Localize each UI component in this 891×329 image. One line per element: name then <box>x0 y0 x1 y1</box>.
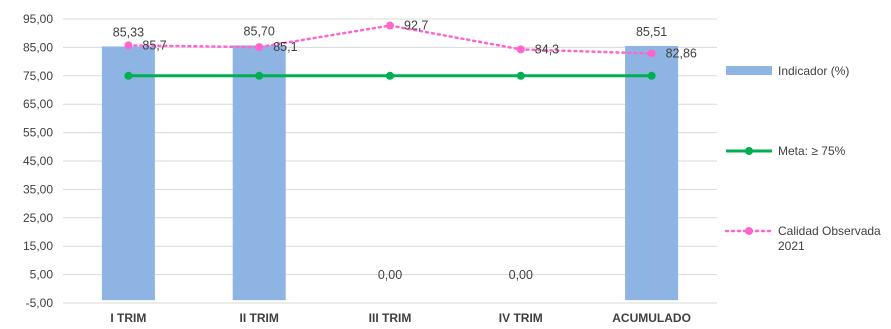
meta-point <box>648 72 656 80</box>
meta-point <box>124 72 132 80</box>
y-tick-label: 55,00 <box>23 126 53 140</box>
x-tick-label: III TRIM <box>369 311 412 324</box>
legend-label-observed: Calidad Observada 2021 <box>778 224 881 253</box>
series-line-observed <box>128 26 651 54</box>
y-tick-label: 75,00 <box>23 69 53 83</box>
x-tick-label: I TRIM <box>110 311 146 324</box>
meta-point <box>517 72 525 80</box>
x-tick-label: II TRIM <box>240 311 279 324</box>
y-tick-label: 5,00 <box>30 268 54 282</box>
legend-marker-meta <box>745 147 753 155</box>
y-tick-label: -5,00 <box>26 296 54 310</box>
observed-point <box>386 22 394 30</box>
x-tick-label: IV TRIM <box>499 311 543 324</box>
y-tick-label: 85,00 <box>23 40 53 54</box>
observed-point <box>648 49 656 57</box>
bar-data-label: 0,00 <box>378 268 402 282</box>
y-tick-label: 95,00 <box>23 12 53 26</box>
legend-label-indicador: Indicador (%) <box>778 64 849 78</box>
observed-point <box>124 41 132 49</box>
meta-point <box>386 72 394 80</box>
bar <box>233 45 286 300</box>
bar-data-label: 85,70 <box>244 24 275 38</box>
bar <box>625 46 678 300</box>
bar-data-label: 85,33 <box>113 25 144 39</box>
meta-point <box>255 72 263 80</box>
y-tick-label: 65,00 <box>23 97 53 111</box>
observed-point <box>255 43 263 51</box>
x-tick-label: ACUMULADO <box>612 311 691 324</box>
legend-swatch-indicador <box>726 66 772 75</box>
observed-data-label: 84,3 <box>535 42 559 56</box>
bar <box>102 46 155 300</box>
y-tick-label: 45,00 <box>23 154 53 168</box>
legend-label-meta: Meta: ≥ 75% <box>778 144 846 158</box>
bar-data-label: 85,51 <box>636 25 667 39</box>
observed-data-label: 85,1 <box>273 40 297 54</box>
y-tick-label: 15,00 <box>23 239 53 253</box>
y-tick-label: 25,00 <box>23 211 53 225</box>
legend-marker-observed <box>745 227 753 235</box>
observed-data-label: 85,7 <box>142 38 166 52</box>
observed-point <box>517 45 525 53</box>
observed-data-label: 92,7 <box>404 19 428 33</box>
observed-data-label: 82,86 <box>666 46 697 60</box>
bar-data-label: 0,00 <box>509 268 533 282</box>
y-tick-label: 35,00 <box>23 182 53 196</box>
